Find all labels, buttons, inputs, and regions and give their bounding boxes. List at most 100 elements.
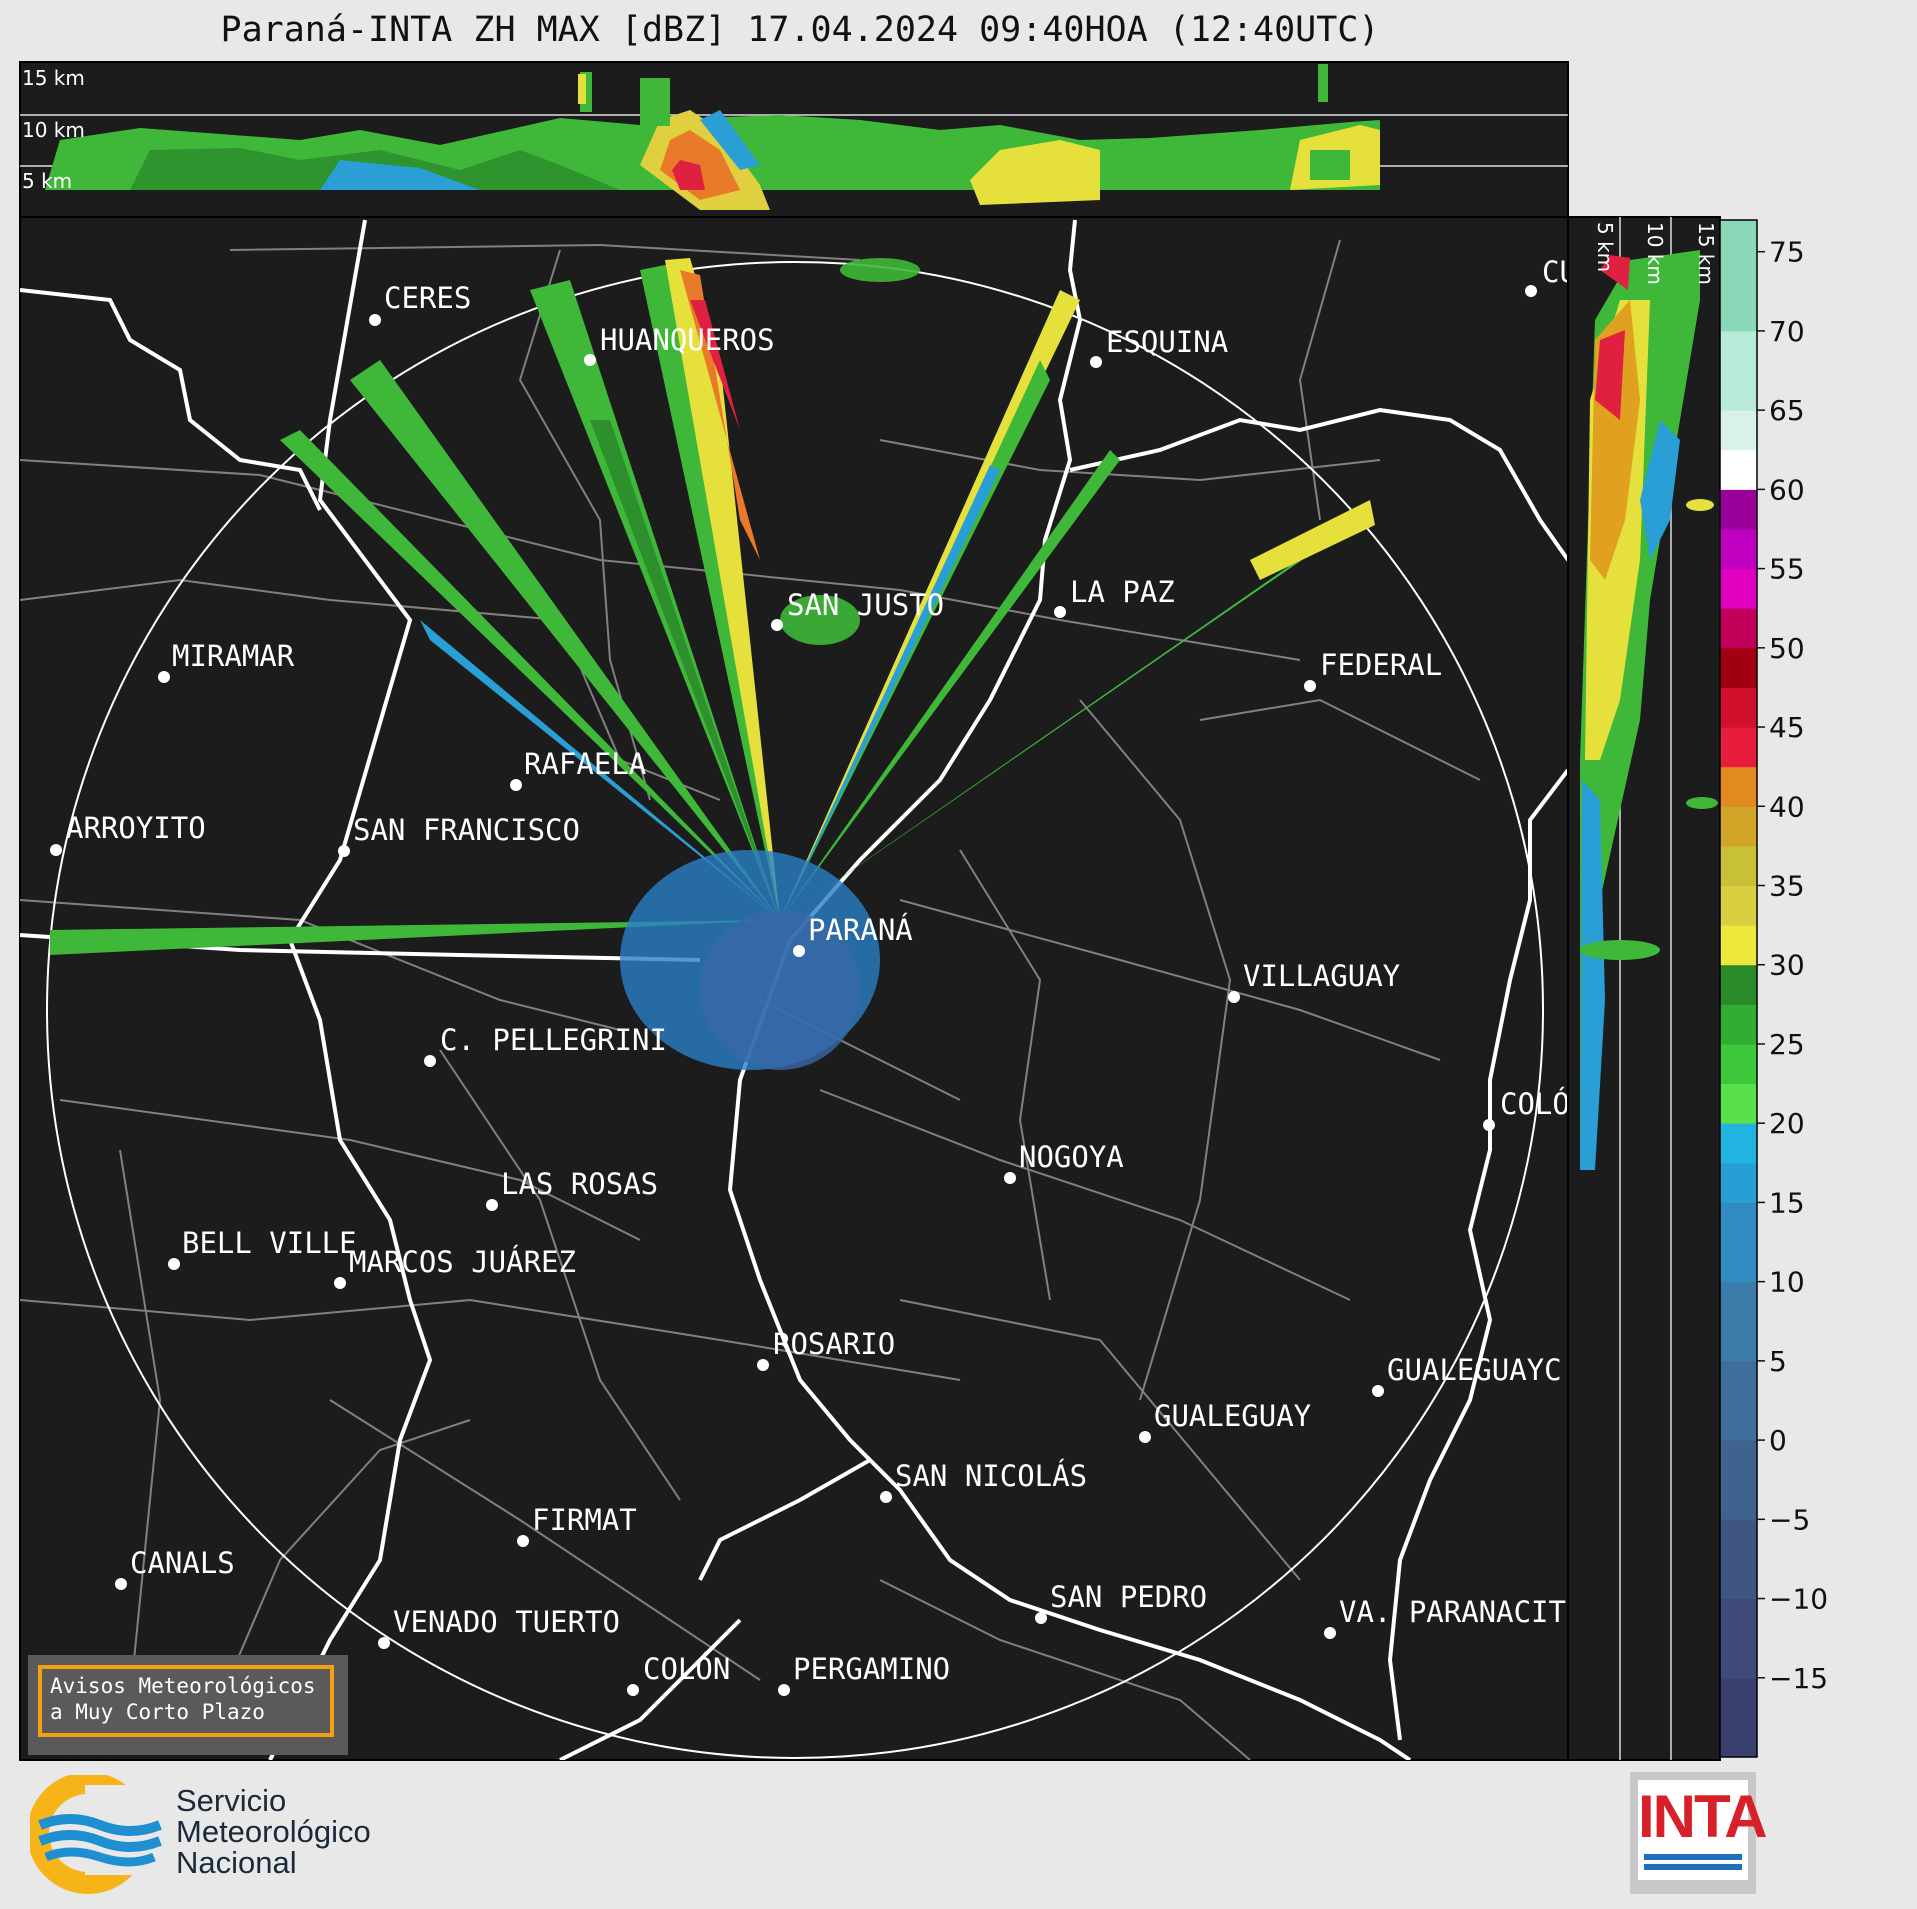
city-label-gualeguay: GUALEGUAY (1154, 1399, 1311, 1433)
colorbar-band-23 (1720, 528, 1757, 570)
city-label-venado-tuerto: VENADO TUERTO (393, 1605, 620, 1639)
colorbar-band-0 (1720, 1677, 1757, 1758)
colorbar-band-19 (1720, 687, 1757, 728)
colorbar-tick-label: 65 (1769, 394, 1805, 427)
city-label-canals: CANALS (130, 1546, 235, 1580)
colorbar-tick-label: 40 (1769, 790, 1805, 823)
inta-logo-text: INTA (1638, 1783, 1768, 1850)
colorbar-band-18 (1720, 727, 1757, 768)
city-label-cu: CU (1542, 255, 1577, 289)
colorbar-tick-label: 30 (1769, 949, 1805, 982)
colorbar-tick-label: 5 (1769, 1345, 1787, 1378)
colorbar-band-5 (1720, 1281, 1757, 1362)
colorbar-band-14 (1720, 885, 1757, 926)
colorbar-band-16 (1720, 806, 1757, 847)
city-label-rafaela: RAFAELA (524, 747, 646, 781)
smn-emblem-icon (30, 1775, 170, 1894)
city-label-bell-ville: BELL VILLE (182, 1226, 357, 1260)
city-label-miramar: MIRAMAR (172, 639, 295, 673)
colorbar-band-26 (1720, 410, 1757, 451)
city-label-ceres: CERES (384, 281, 471, 315)
colorbar-band-3 (1720, 1440, 1757, 1520)
side-km-10: 10 km (1643, 222, 1667, 285)
city-label-esquina: ESQUINA (1106, 325, 1228, 359)
city-label-huanqueros: HUANQUEROS (600, 323, 775, 357)
city-label-pergamino: PERGAMINO (793, 1652, 950, 1686)
colorbar-band-28 (1720, 220, 1757, 332)
colorbar-band-4 (1720, 1360, 1757, 1441)
map-panel: CERES HUANQUEROS ESQUINA CU SAN JUSTO LA… (19, 216, 1577, 1761)
colorbar-band-20 (1720, 647, 1757, 688)
city-label-colon: COLÓN (643, 1652, 730, 1686)
colorbar-tick-label: 60 (1769, 473, 1805, 506)
colorbar-band-15 (1720, 845, 1757, 887)
city-label-va-paranacit: VA. PARANACIT (1339, 1595, 1566, 1629)
colorbar-band-22 (1720, 568, 1757, 609)
city-label-las-rosas: LAS ROSAS (501, 1167, 658, 1201)
city-label-federal: FEDERAL (1320, 648, 1442, 682)
city-label-parana: PARANÁ (808, 913, 913, 947)
side-km-5: 5 km (1593, 222, 1617, 272)
city-label-arroyito: ARROYITO (66, 811, 206, 845)
city-label-nogoya: NOGOYA (1019, 1140, 1124, 1174)
colorbar-band-11 (1720, 1004, 1757, 1045)
city-labels: CERES HUANQUEROS ESQUINA CU SAN JUSTO LA… (66, 255, 1577, 1686)
city-markers (50, 285, 1537, 1696)
colorbar-band-6 (1720, 1202, 1757, 1283)
city-label-san-francisco: SAN FRANCISCO (353, 813, 580, 847)
department-borders (20, 239, 1481, 1760)
colorbar-band-27 (1720, 330, 1757, 411)
city-label-firmat: FIRMAT (532, 1503, 637, 1537)
colorbar-bands (1720, 220, 1757, 1758)
colorbar-tick-label: 75 (1769, 236, 1805, 269)
side-section-panel: 5 km 10 km 15 km (1567, 216, 1721, 1761)
colorbar-tick-label: 10 (1769, 1266, 1805, 1299)
top-km-15: 15 km (22, 66, 85, 90)
city-label-san-justo: SAN JUSTO (787, 588, 944, 622)
colorbar-tick-label: 50 (1769, 632, 1805, 665)
radar-range-ring (46, 261, 1544, 1759)
city-label-rosario: ROSARIO (773, 1327, 895, 1361)
city-label-villaguay: VILLAGUAY (1243, 959, 1400, 993)
city-label-marcos-juarez: MARCOS JUÁREZ (349, 1245, 576, 1279)
colorbar-band-9 (1720, 1083, 1757, 1124)
colorbar-band-21 (1720, 608, 1757, 649)
top-km-5: 5 km (22, 169, 72, 193)
colorbar-band-8 (1720, 1123, 1757, 1164)
smn-logo: Servicio Meteorológico Nacional (30, 1775, 450, 1895)
top-section-echoes (45, 64, 1380, 210)
city-label-c-pellegrini: C. PELLEGRINI (440, 1023, 667, 1057)
city-label-san-pedro: SAN PEDRO (1050, 1580, 1207, 1614)
city-label-colo: COLÓ (1500, 1087, 1570, 1121)
smn-line-2: Meteorológico (176, 1814, 371, 1849)
colorbar-band-12 (1720, 964, 1757, 1005)
top-section-panel: 15 km 10 km 5 km (19, 61, 1569, 218)
map-title: Paraná-INTA ZH MAX [dBZ] 17.04.2024 09:4… (220, 10, 1380, 50)
colorbar-band-25 (1720, 449, 1757, 490)
aviso-box: Avisos Meteorológicos a Muy Corto Plazo (28, 1655, 348, 1755)
colorbar-tick-label: −15 (1769, 1662, 1828, 1695)
colorbar-tick-label: 0 (1769, 1424, 1787, 1457)
aviso-box-inner: Avisos Meteorológicos a Muy Corto Plazo (38, 1665, 334, 1737)
inta-logo: INTA (1630, 1772, 1768, 1894)
colorbar-tick-label: 15 (1769, 1186, 1805, 1219)
colorbar-tick-label: −10 (1769, 1583, 1828, 1616)
top-km-10: 10 km (22, 118, 85, 142)
colorbar-tick-label: 25 (1769, 1028, 1805, 1061)
aviso-line-2: a Muy Corto Plazo (50, 1700, 265, 1724)
side-section-echoes (1580, 250, 1718, 1170)
colorbar-band-7 (1720, 1162, 1757, 1203)
colorbar-tick-label: −5 (1769, 1503, 1810, 1536)
smn-line-3: Nacional (176, 1845, 297, 1880)
colorbar-band-24 (1720, 489, 1757, 530)
radar-echoes (50, 258, 1375, 1070)
city-label-la-paz: LA PAZ (1070, 575, 1175, 609)
colorbar-band-10 (1720, 1043, 1757, 1085)
colorbar-band-2 (1720, 1519, 1757, 1600)
colorbar-tick-label: 70 (1769, 315, 1805, 348)
aviso-line-1: Avisos Meteorológicos (50, 1674, 316, 1698)
colorbar-band-13 (1720, 925, 1757, 966)
